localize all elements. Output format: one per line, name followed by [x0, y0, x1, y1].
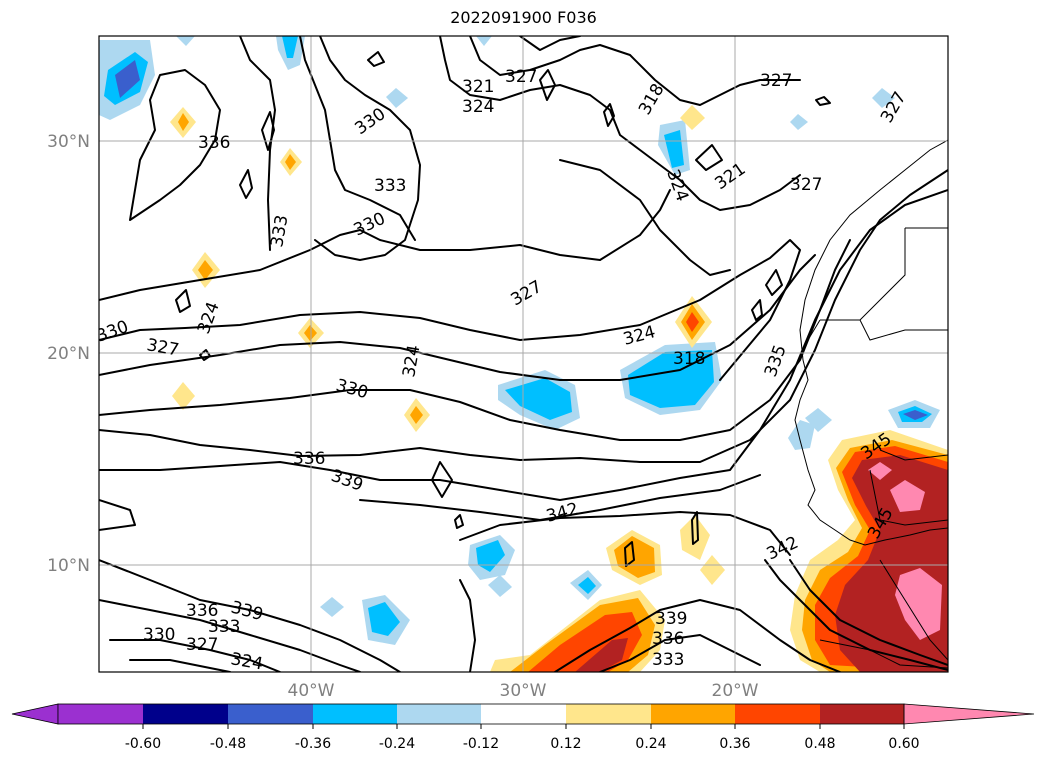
colorbar-tick-label: -0.24: [379, 736, 415, 752]
contour-label: 339: [655, 609, 687, 629]
contour-label: 336: [186, 601, 218, 621]
contour-label: 327: [186, 635, 218, 655]
colorbar-extend-low: [11, 703, 59, 725]
negative-shading: [99, 36, 940, 645]
colorbar-swatch: [481, 704, 566, 724]
lat-label: 10°N: [47, 556, 90, 576]
lat-label: 30°N: [47, 132, 90, 152]
colorbar-swatch: [735, 704, 820, 724]
colorbar-ticks: [142, 724, 905, 729]
lon-label: 40°W: [288, 681, 335, 701]
contour-label: 318: [673, 349, 705, 369]
contour-label: 336: [652, 629, 684, 649]
contour-label: 336: [293, 449, 325, 469]
contour-label: 327: [790, 175, 822, 195]
lon-label: 20°W: [712, 681, 759, 701]
contour-label: 327: [505, 67, 537, 87]
contour-label: 333: [208, 617, 240, 637]
colorbar-tick-label: -0.12: [463, 736, 499, 752]
colorbar-swatch: [820, 704, 904, 724]
colorbar-swatch: [58, 704, 143, 724]
colorbar-tick-label: -0.36: [295, 736, 331, 752]
lon-label: 30°W: [500, 681, 547, 701]
contour-label: 324: [462, 97, 494, 117]
colorbar-tick-label: 0.60: [888, 736, 919, 752]
colorbar: -0.60 -0.48 -0.36 -0.24 -0.12 0.12 0.24 …: [11, 703, 1035, 752]
colorbar-extend-high: [903, 703, 1035, 725]
colorbar-swatch: [313, 704, 397, 724]
colorbar-swatch: [651, 704, 735, 724]
map-title: 2022091900 F036: [450, 8, 597, 27]
contour-label: 321: [462, 77, 494, 97]
colorbar-tick-label: 0.48: [804, 736, 835, 752]
colorbar-tick-label: 0.24: [635, 736, 666, 752]
contour-label: 327: [760, 71, 792, 91]
map-frame: [98, 35, 949, 673]
colorbar-swatch: [566, 704, 651, 724]
colorbar-tick-label: 0.36: [719, 736, 750, 752]
colorbar-swatch: [397, 704, 481, 724]
contour-label: 333: [374, 176, 406, 196]
latitude-labels: 30°N 20°N 10°N: [47, 132, 90, 576]
contour-label: 324: [229, 649, 264, 674]
longitude-labels: 40°W 30°W 20°W: [288, 681, 759, 701]
map-area: 321 327 324 327 330 318 336 333 333 330 …: [99, 36, 948, 674]
colorbar-tick-label: -0.48: [210, 736, 246, 752]
lat-label: 20°N: [47, 344, 90, 364]
colorbar-tick-label: 0.12: [550, 736, 581, 752]
colorbar-swatch: [228, 704, 313, 724]
colorbar-swatch: [143, 704, 228, 724]
colorbar-tick-label: -0.60: [125, 736, 161, 752]
coastline: [794, 139, 948, 546]
contour-label: 330: [143, 625, 175, 645]
contour-label: 336: [198, 133, 230, 153]
contour-label: 333: [652, 650, 684, 670]
contour-lines: [99, 36, 948, 672]
contour-labels: 321 327 324 327 330 318 336 333 333 330 …: [99, 67, 911, 674]
border-lines: [807, 227, 948, 669]
graticule: [99, 36, 948, 672]
